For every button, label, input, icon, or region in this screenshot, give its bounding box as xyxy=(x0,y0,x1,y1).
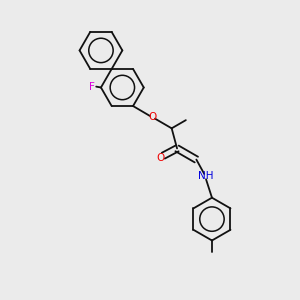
Text: O: O xyxy=(148,112,157,122)
Text: NH: NH xyxy=(198,171,214,181)
Text: F: F xyxy=(88,82,94,92)
Text: O: O xyxy=(156,153,164,163)
